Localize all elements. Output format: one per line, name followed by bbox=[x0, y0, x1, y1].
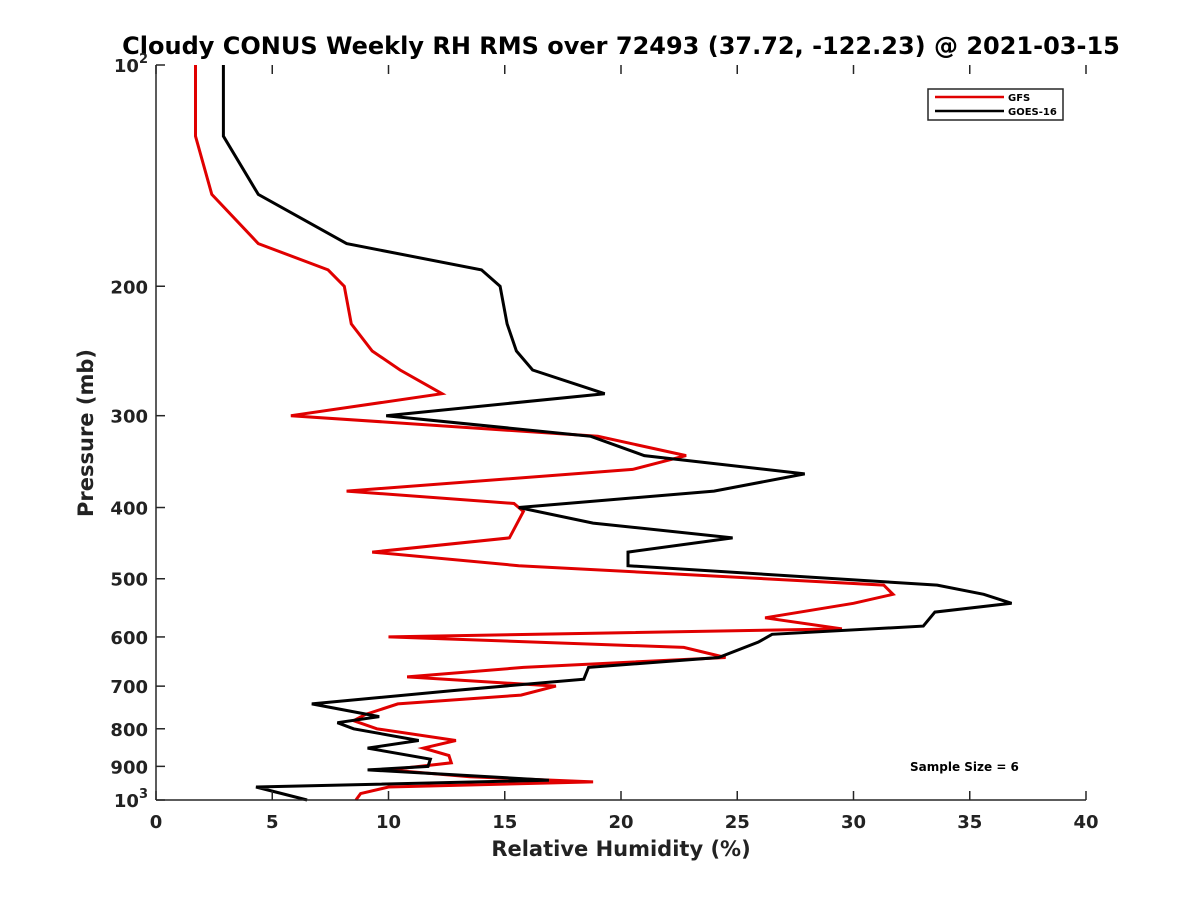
y-tick-label: 700 bbox=[110, 677, 148, 698]
x-tick-label: 40 bbox=[1073, 812, 1098, 833]
x-tick-label: 25 bbox=[725, 812, 750, 833]
y-tick-label: 102 bbox=[114, 52, 148, 77]
x-tick-label: 15 bbox=[492, 812, 517, 833]
y-tick-label: 200 bbox=[110, 277, 148, 298]
y-tick-label: 300 bbox=[110, 407, 148, 428]
y-tick-label: 600 bbox=[110, 628, 148, 649]
x-tick-label: 5 bbox=[266, 812, 279, 833]
x-tick-label: 10 bbox=[376, 812, 401, 833]
x-tick-label: 20 bbox=[608, 812, 633, 833]
y-tick-label: 500 bbox=[110, 570, 148, 591]
x-ticks: 0 5 10 15 20 25 30 35 40 bbox=[150, 65, 1099, 833]
y-tick-label: 400 bbox=[110, 499, 148, 520]
series-line-0 bbox=[194, 65, 896, 801]
series-layer bbox=[194, 65, 1013, 802]
series-line-1 bbox=[221, 65, 1013, 802]
legend-box bbox=[927, 88, 1064, 121]
legend-label-gfs: GFS bbox=[1008, 93, 1030, 104]
chart-title: Cloudy CONUS Weekly RH RMS over 72493 (3… bbox=[122, 32, 1120, 60]
x-axis-label: Relative Humidity (%) bbox=[491, 837, 750, 861]
y-tick-label: 800 bbox=[110, 720, 148, 741]
plot-area bbox=[156, 65, 1086, 800]
x-tick-label: 30 bbox=[841, 812, 866, 833]
x-tick-label: 35 bbox=[957, 812, 982, 833]
y-axis-label: Pressure (mb) bbox=[74, 349, 98, 517]
sample-size-annotation: Sample Size = 6 bbox=[910, 760, 1019, 774]
legend: GFS GOES-16 bbox=[927, 88, 1064, 121]
x-tick-label: 0 bbox=[150, 812, 163, 833]
legend-label-goes16: GOES-16 bbox=[1008, 107, 1057, 118]
y-tick-label: 900 bbox=[110, 757, 148, 778]
y-tick-label: 103 bbox=[114, 787, 148, 812]
